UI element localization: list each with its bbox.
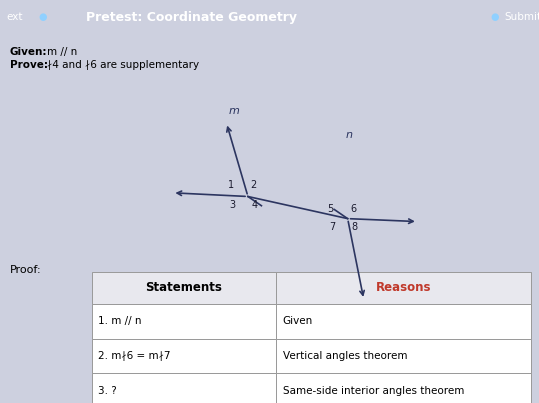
Polygon shape bbox=[276, 304, 531, 339]
Text: Reasons: Reasons bbox=[376, 282, 431, 295]
Text: Statements: Statements bbox=[146, 282, 222, 295]
Text: Pretest: Coordinate Geometry: Pretest: Coordinate Geometry bbox=[86, 10, 297, 24]
Text: Proof:: Proof: bbox=[10, 265, 42, 275]
Text: Submit: Submit bbox=[504, 12, 539, 22]
Text: 6: 6 bbox=[350, 204, 356, 214]
Text: 1. m // n: 1. m // n bbox=[98, 316, 142, 326]
Polygon shape bbox=[276, 339, 531, 374]
Text: 7: 7 bbox=[329, 222, 336, 232]
Text: 2: 2 bbox=[250, 181, 257, 190]
Text: 3: 3 bbox=[230, 200, 236, 210]
Text: m // n: m // n bbox=[47, 47, 78, 57]
Text: Prove:: Prove: bbox=[10, 60, 48, 70]
Text: Same-side interior angles theorem: Same-side interior angles theorem bbox=[282, 386, 464, 396]
Text: Vertical angles theorem: Vertical angles theorem bbox=[282, 351, 407, 361]
Text: 4: 4 bbox=[251, 200, 258, 210]
Text: ●: ● bbox=[39, 12, 47, 22]
Polygon shape bbox=[92, 304, 276, 339]
Polygon shape bbox=[92, 339, 276, 374]
Text: ext: ext bbox=[6, 12, 23, 22]
Text: Given: Given bbox=[282, 316, 313, 326]
Polygon shape bbox=[92, 374, 276, 403]
Text: n: n bbox=[345, 130, 352, 140]
Text: m: m bbox=[229, 106, 240, 116]
Text: 5: 5 bbox=[327, 204, 334, 214]
Text: 8: 8 bbox=[351, 222, 357, 232]
Text: 2. m∤6 = m∤7: 2. m∤6 = m∤7 bbox=[98, 351, 171, 361]
Polygon shape bbox=[276, 374, 531, 403]
Text: ●: ● bbox=[490, 12, 499, 22]
Text: Given:: Given: bbox=[10, 47, 47, 57]
Text: 3. ?: 3. ? bbox=[98, 386, 117, 396]
Polygon shape bbox=[276, 272, 531, 304]
Polygon shape bbox=[92, 272, 276, 304]
Text: ∤4 and ∤6 are supplementary: ∤4 and ∤6 are supplementary bbox=[47, 60, 199, 70]
Text: 1: 1 bbox=[227, 181, 234, 190]
